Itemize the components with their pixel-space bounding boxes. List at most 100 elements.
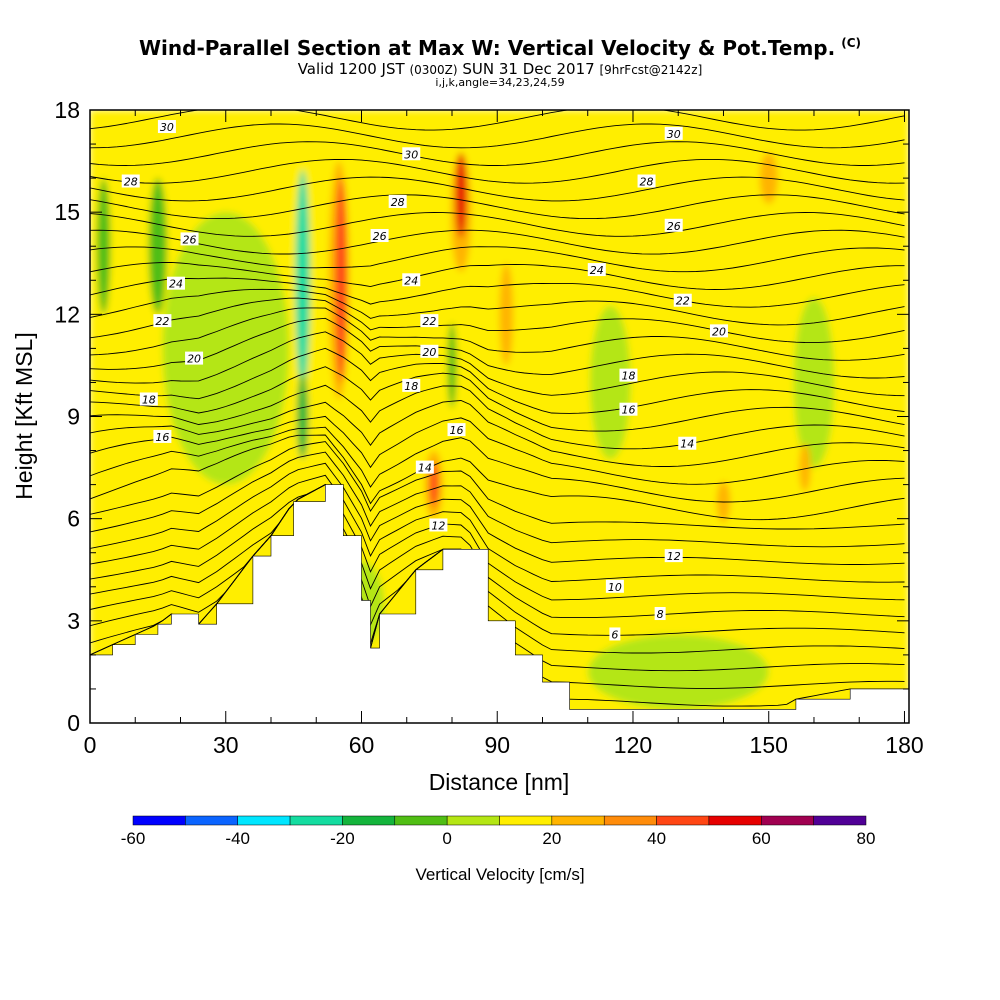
colorbar-swatch: [761, 815, 814, 826]
contour-label: 30: [157, 120, 176, 134]
contour-label-text: 26: [373, 230, 387, 243]
contour-label-text: 30: [160, 121, 174, 134]
theta-contour-line: [90, 434, 905, 521]
contour-label: 18: [619, 368, 638, 383]
theta-contour-line: [90, 331, 905, 397]
x-tick-label: 90: [484, 732, 510, 758]
x-tick-label: 30: [213, 732, 239, 758]
contour-label: 16: [447, 423, 466, 437]
contour-label-bg: [185, 351, 204, 365]
x-tick-label: 0: [84, 732, 97, 758]
theta-contour-line: [90, 451, 905, 548]
contour-label: 14: [678, 436, 697, 451]
contour-label-bg: [619, 402, 638, 416]
contour-label-text: 18: [621, 370, 635, 383]
x-tick-label: 120: [614, 732, 652, 758]
contour-label: 22: [153, 314, 172, 328]
contour-label-bg: [678, 436, 697, 450]
contour-label-text: 30: [404, 148, 418, 161]
contour-label-bg: [121, 174, 140, 188]
contour-label: 20: [185, 351, 204, 366]
contour-label-bg: [609, 627, 621, 641]
contour-label: 20: [709, 324, 728, 338]
contour-label-text: 16: [621, 404, 635, 417]
contour-label-bg: [709, 324, 728, 338]
updraft-weak-3: [799, 443, 811, 492]
contour-label: 24: [402, 273, 421, 287]
contour-label-text: 16: [450, 424, 464, 437]
contour-label-text: 16: [155, 431, 169, 444]
theta-contour-line: [90, 307, 905, 361]
contour-label-bg: [654, 607, 666, 621]
y-axis-label: Height [Kft MSL]: [11, 332, 37, 499]
colorbar-swatch: [394, 815, 448, 826]
contour-label: 26: [370, 229, 389, 243]
contour-label-text: 20: [712, 325, 726, 338]
x-axis: 0 30 60 90 120 150 180: [84, 110, 924, 758]
theta-contour-line: [90, 441, 905, 530]
contour-label-bg: [420, 344, 439, 358]
colorbar-swatch: [813, 815, 867, 826]
contour-label-text: 18: [142, 393, 156, 406]
contour-label-text: 24: [169, 278, 183, 291]
downdraft-region-west: [162, 212, 290, 485]
subtitle-zulu: (0300Z): [409, 63, 458, 77]
y-tick-label: 12: [54, 301, 80, 327]
contour-label-bg: [619, 368, 638, 382]
x-tick-label: 150: [750, 732, 788, 758]
downdraft-core: [295, 169, 310, 391]
contour-labels: 30 30 30 28 28 28 26 26 26 24 24 24 22 22 22 20 20 20 18 18…: [121, 120, 728, 641]
x-tick-label: 180: [885, 732, 923, 758]
contour-label-text: 26: [183, 233, 197, 246]
contour-label-text: 22: [676, 295, 690, 308]
colorbar-swatch: [603, 815, 657, 826]
chart-title: Wind-Parallel Section at Max W: Vertical…: [139, 36, 861, 60]
theta-contour-line: [90, 415, 905, 485]
colorbar-tick-label: 40: [647, 829, 666, 848]
contour-label-text: 28: [124, 176, 138, 189]
colorbar-swatch: [342, 815, 396, 826]
contour-label-text: 24: [404, 274, 418, 287]
theta-contour-line: [90, 462, 905, 565]
colorbar-swatch: [289, 815, 343, 826]
downdraft-region-central: [589, 305, 631, 460]
theta-contour-line: [90, 347, 905, 414]
theta-contour-line: [90, 384, 905, 450]
contour-label-bg: [153, 314, 172, 328]
theta-contour-line: [90, 400, 905, 467]
contour-label-text: 28: [640, 176, 654, 189]
colorbar-swatch: [551, 815, 605, 826]
colorbar-swatch: [656, 815, 710, 826]
colorbar-tick-label: -60: [121, 829, 146, 848]
theta-contour-line: [90, 317, 905, 379]
subtitle-forecast: [9hrFcst@2142z]: [599, 63, 703, 77]
contour-label-text: 30: [667, 128, 681, 141]
y-tick-label: 18: [54, 97, 80, 123]
y-tick-label: 0: [67, 710, 80, 736]
contour-label: 16: [153, 429, 172, 444]
y-tick-label: 15: [54, 199, 80, 225]
theta-contours: [90, 110, 905, 707]
title-units-tag: (C): [841, 36, 861, 50]
contour-label-bg: [370, 229, 389, 243]
contour-label-text: 28: [391, 196, 405, 209]
downdraft-strip-edge: [96, 178, 111, 315]
contour-label-bg: [420, 314, 439, 328]
contour-label-text: 10: [608, 581, 622, 594]
theta-contour-line: [90, 277, 905, 308]
theta-contour-line: [90, 194, 905, 220]
theta-contour-line: [90, 141, 905, 166]
contour-label-text: 12: [431, 519, 445, 532]
contour-label-bg: [429, 518, 448, 532]
colorbar-tick-label: -40: [225, 829, 250, 848]
terrain: [89, 484, 910, 724]
contour-label-bg: [180, 232, 199, 246]
contour-label-text: 14: [680, 438, 694, 451]
theta-contour-line: [90, 483, 905, 619]
theta-contour-line: [90, 483, 905, 654]
contour-label-bg: [402, 378, 421, 392]
updraft-band-1-inner: [335, 178, 348, 383]
contour-label-text: 6: [611, 628, 618, 641]
downdraft-region-low: [587, 634, 769, 710]
